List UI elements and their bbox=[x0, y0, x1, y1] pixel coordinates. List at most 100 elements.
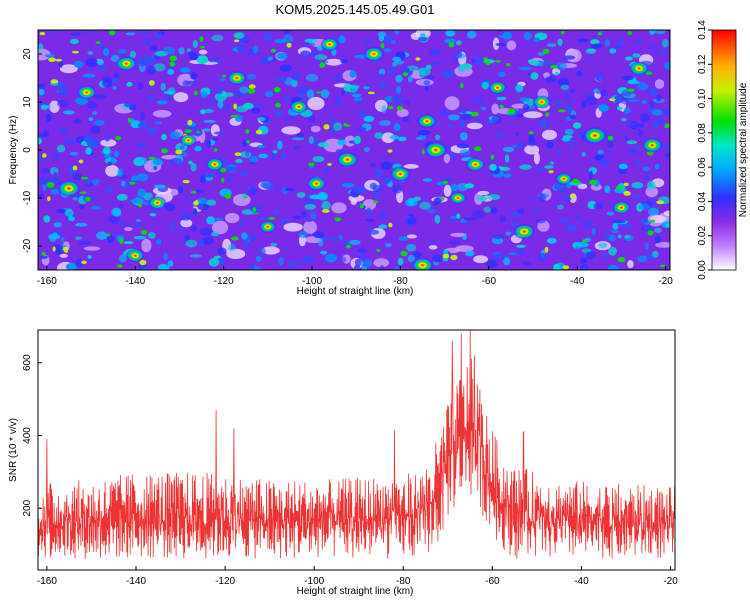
heatmap-mid-blob bbox=[485, 60, 491, 66]
heatmap-mid-blob bbox=[550, 65, 558, 69]
heatmap-noise-blob bbox=[53, 151, 60, 161]
heatmap-noise-blob bbox=[370, 162, 376, 168]
heatmap-mid-blob bbox=[78, 159, 84, 164]
heatmap-low-patch bbox=[455, 245, 474, 252]
heatmap-noise-blob bbox=[38, 43, 44, 51]
heatmap-mid-blob bbox=[115, 136, 122, 141]
heatmap-low-patch bbox=[124, 227, 133, 232]
heatmap-noise-blob bbox=[369, 182, 377, 190]
heatmap-mid-blob bbox=[560, 30, 565, 35]
heatmap-mid-blob bbox=[460, 82, 464, 89]
heatmap-mid-blob bbox=[308, 162, 315, 167]
heatmap-low-patch bbox=[428, 245, 438, 250]
heatmap-noise-blob bbox=[87, 101, 97, 110]
snr-series bbox=[38, 330, 675, 559]
heatmap-mid-blob bbox=[542, 48, 550, 54]
heatmap-mid-blob bbox=[80, 191, 87, 194]
heatmap-hotspot bbox=[488, 80, 508, 95]
heatmap-noise-blob bbox=[217, 99, 224, 109]
heatmap-noise-blob bbox=[56, 208, 66, 214]
heatmap-noise-blob bbox=[366, 207, 372, 215]
heatmap-noise-blob bbox=[620, 96, 634, 105]
heatmap-noise-blob bbox=[560, 84, 569, 91]
heatmap-noise-blob bbox=[473, 56, 485, 66]
heatmap-mid-blob bbox=[321, 209, 330, 213]
heatmap-noise-blob bbox=[431, 61, 443, 66]
heatmap-panel: -160 -140 -120 -100 -80 -60 -40 -20 -20-1001020… bbox=[8, 29, 673, 297]
heatmap-hotspot bbox=[179, 134, 198, 147]
heatmap-noise-blob bbox=[358, 252, 367, 262]
heatmap-noise-blob bbox=[306, 218, 313, 223]
heatmap-noise-blob bbox=[239, 86, 249, 94]
heatmap-noise-blob bbox=[516, 141, 526, 150]
heatmap-low-patch bbox=[444, 96, 460, 111]
heatmap-noise-blob bbox=[407, 197, 415, 206]
heatmap-noise-blob bbox=[176, 252, 181, 257]
heatmap-x-ticks: -160 -140 -120 -100 -80 -60 -40 -20 bbox=[37, 266, 673, 287]
heatmap-mid-blob bbox=[656, 200, 665, 205]
heatmap-noise-blob bbox=[508, 252, 517, 256]
heatmap-noise-blob bbox=[319, 237, 332, 241]
heatmap-noise-blob bbox=[74, 118, 81, 124]
heatmap-noise-blob bbox=[308, 115, 316, 123]
heatmap-mid-blob bbox=[367, 91, 375, 95]
heatmap-noise-blob bbox=[167, 68, 175, 75]
heatmap-noise-blob bbox=[244, 238, 249, 248]
heatmap-mid-blob bbox=[116, 264, 123, 268]
heatmap-hotspot bbox=[320, 37, 340, 52]
heatmap-noise-blob bbox=[448, 114, 460, 121]
heatmap-mid-blob bbox=[664, 123, 670, 129]
heatmap-noise-blob bbox=[627, 149, 638, 154]
heatmap-mid-blob bbox=[141, 230, 148, 235]
heatmap-noise-blob bbox=[111, 77, 120, 84]
heatmap-hotspot bbox=[336, 151, 359, 168]
heatmap-mid-blob bbox=[627, 30, 632, 36]
snr-x-tick-label: -20 bbox=[663, 576, 678, 587]
heatmap-noise-blob bbox=[397, 136, 407, 142]
heatmap-y-tick-label: -20 bbox=[22, 238, 33, 253]
heatmap-noise-blob bbox=[274, 183, 281, 191]
heatmap-noise-blob bbox=[257, 117, 266, 122]
heatmap-noise-blob bbox=[612, 222, 619, 230]
heatmap-hotspot bbox=[512, 223, 536, 240]
heatmap-x-tick-label: -100 bbox=[302, 276, 322, 287]
heatmap-low-patch bbox=[100, 139, 117, 147]
heatmap-noise-blob bbox=[301, 210, 307, 218]
heatmap-mid-blob bbox=[346, 244, 351, 249]
heatmap-y-label: Frequency (Hz) bbox=[8, 116, 19, 185]
heatmap-noise-blob bbox=[661, 108, 670, 116]
heatmap-noise-blob bbox=[514, 131, 520, 137]
heatmap-noise-blob bbox=[405, 243, 417, 252]
heatmap-noise-blob bbox=[357, 126, 367, 132]
heatmap-mid-blob bbox=[169, 61, 176, 67]
heatmap-noise-blob bbox=[492, 234, 504, 240]
heatmap-x-tick-label: -60 bbox=[482, 276, 497, 287]
heatmap-noise-blob bbox=[580, 264, 589, 270]
heatmap-noise-blob bbox=[98, 43, 105, 48]
heatmap-mid-blob bbox=[190, 190, 197, 194]
heatmap-mid-blob bbox=[169, 55, 178, 62]
heatmap-noise-blob bbox=[43, 215, 51, 223]
heatmap-mid-blob bbox=[415, 57, 421, 61]
heatmap-noise-blob bbox=[187, 51, 197, 57]
heatmap-mid-blob bbox=[231, 236, 239, 241]
heatmap-noise-blob bbox=[186, 48, 192, 53]
heatmap-noise-blob bbox=[185, 239, 198, 248]
heatmap-texture bbox=[38, 30, 670, 270]
heatmap-low-patch bbox=[180, 218, 193, 228]
heatmap-noise-blob bbox=[114, 150, 119, 158]
heatmap-mid-blob bbox=[148, 156, 156, 160]
heatmap-noise-blob bbox=[219, 77, 226, 82]
heatmap-low-patch bbox=[466, 122, 483, 130]
heatmap-noise-blob bbox=[40, 168, 51, 174]
heatmap-noise-blob bbox=[576, 70, 583, 77]
heatmap-noise-blob bbox=[260, 180, 274, 189]
heatmap-noise-blob bbox=[561, 194, 572, 203]
heatmap-mid-blob bbox=[490, 154, 494, 160]
heatmap-noise-blob bbox=[591, 228, 596, 236]
heatmap-noise-blob bbox=[637, 81, 649, 91]
heatmap-noise-blob bbox=[341, 182, 355, 188]
heatmap-noise-blob bbox=[426, 75, 435, 80]
heatmap-noise-blob bbox=[179, 145, 185, 150]
heatmap-noise-blob bbox=[380, 161, 393, 170]
